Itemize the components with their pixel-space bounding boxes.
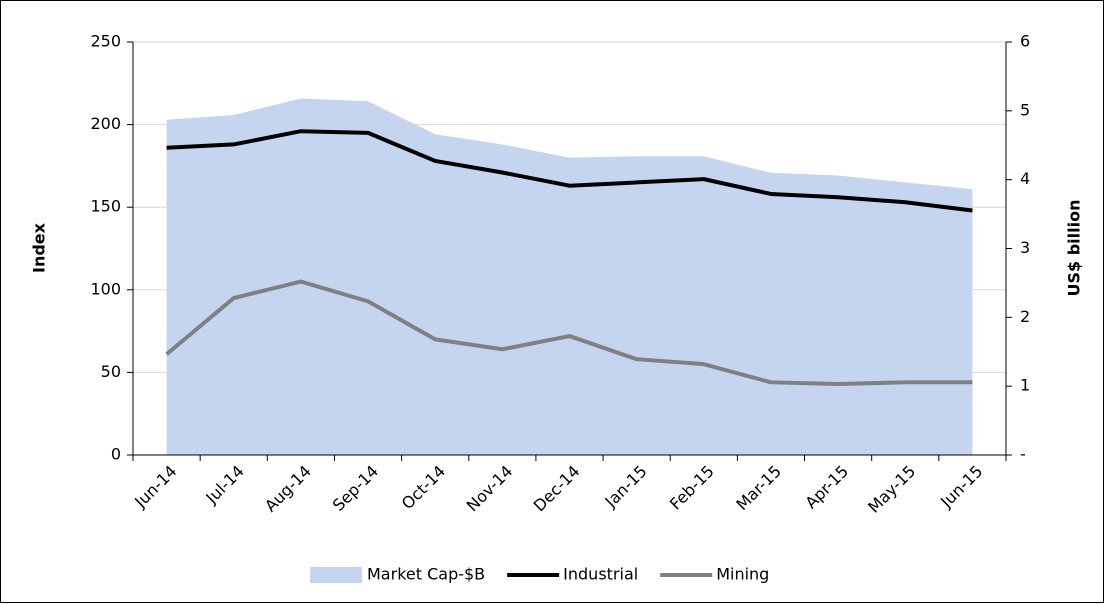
- legend-swatch: [310, 567, 362, 583]
- legend-label: Market Cap-$B: [367, 565, 485, 584]
- y2-tick-label: 4: [1020, 169, 1030, 188]
- y-tick-label: 250: [90, 32, 121, 51]
- y2-tick-label: 1: [1020, 376, 1030, 395]
- y2-axis-title: US$ billion: [1065, 200, 1084, 297]
- y2-tick-label: 5: [1020, 100, 1030, 119]
- y2-tick-label: 2: [1020, 307, 1030, 326]
- y-tick-label: 0: [111, 445, 121, 464]
- y-tick-label: 50: [101, 362, 121, 381]
- legend-label: Mining: [716, 565, 769, 584]
- y-tick-label: 200: [90, 114, 121, 133]
- line: [165, 279, 973, 386]
- legend-label: Industrial: [563, 565, 638, 584]
- y2-tick-label: 6: [1020, 32, 1030, 51]
- line: [166, 129, 973, 213]
- y2-tick-label: -: [1020, 445, 1026, 464]
- y-tick-label: 100: [90, 279, 121, 298]
- y2-tick-label: 3: [1020, 238, 1030, 257]
- y-tick-label: 150: [90, 197, 121, 216]
- y-axis-title: Index: [30, 222, 49, 273]
- area: [166, 98, 973, 456]
